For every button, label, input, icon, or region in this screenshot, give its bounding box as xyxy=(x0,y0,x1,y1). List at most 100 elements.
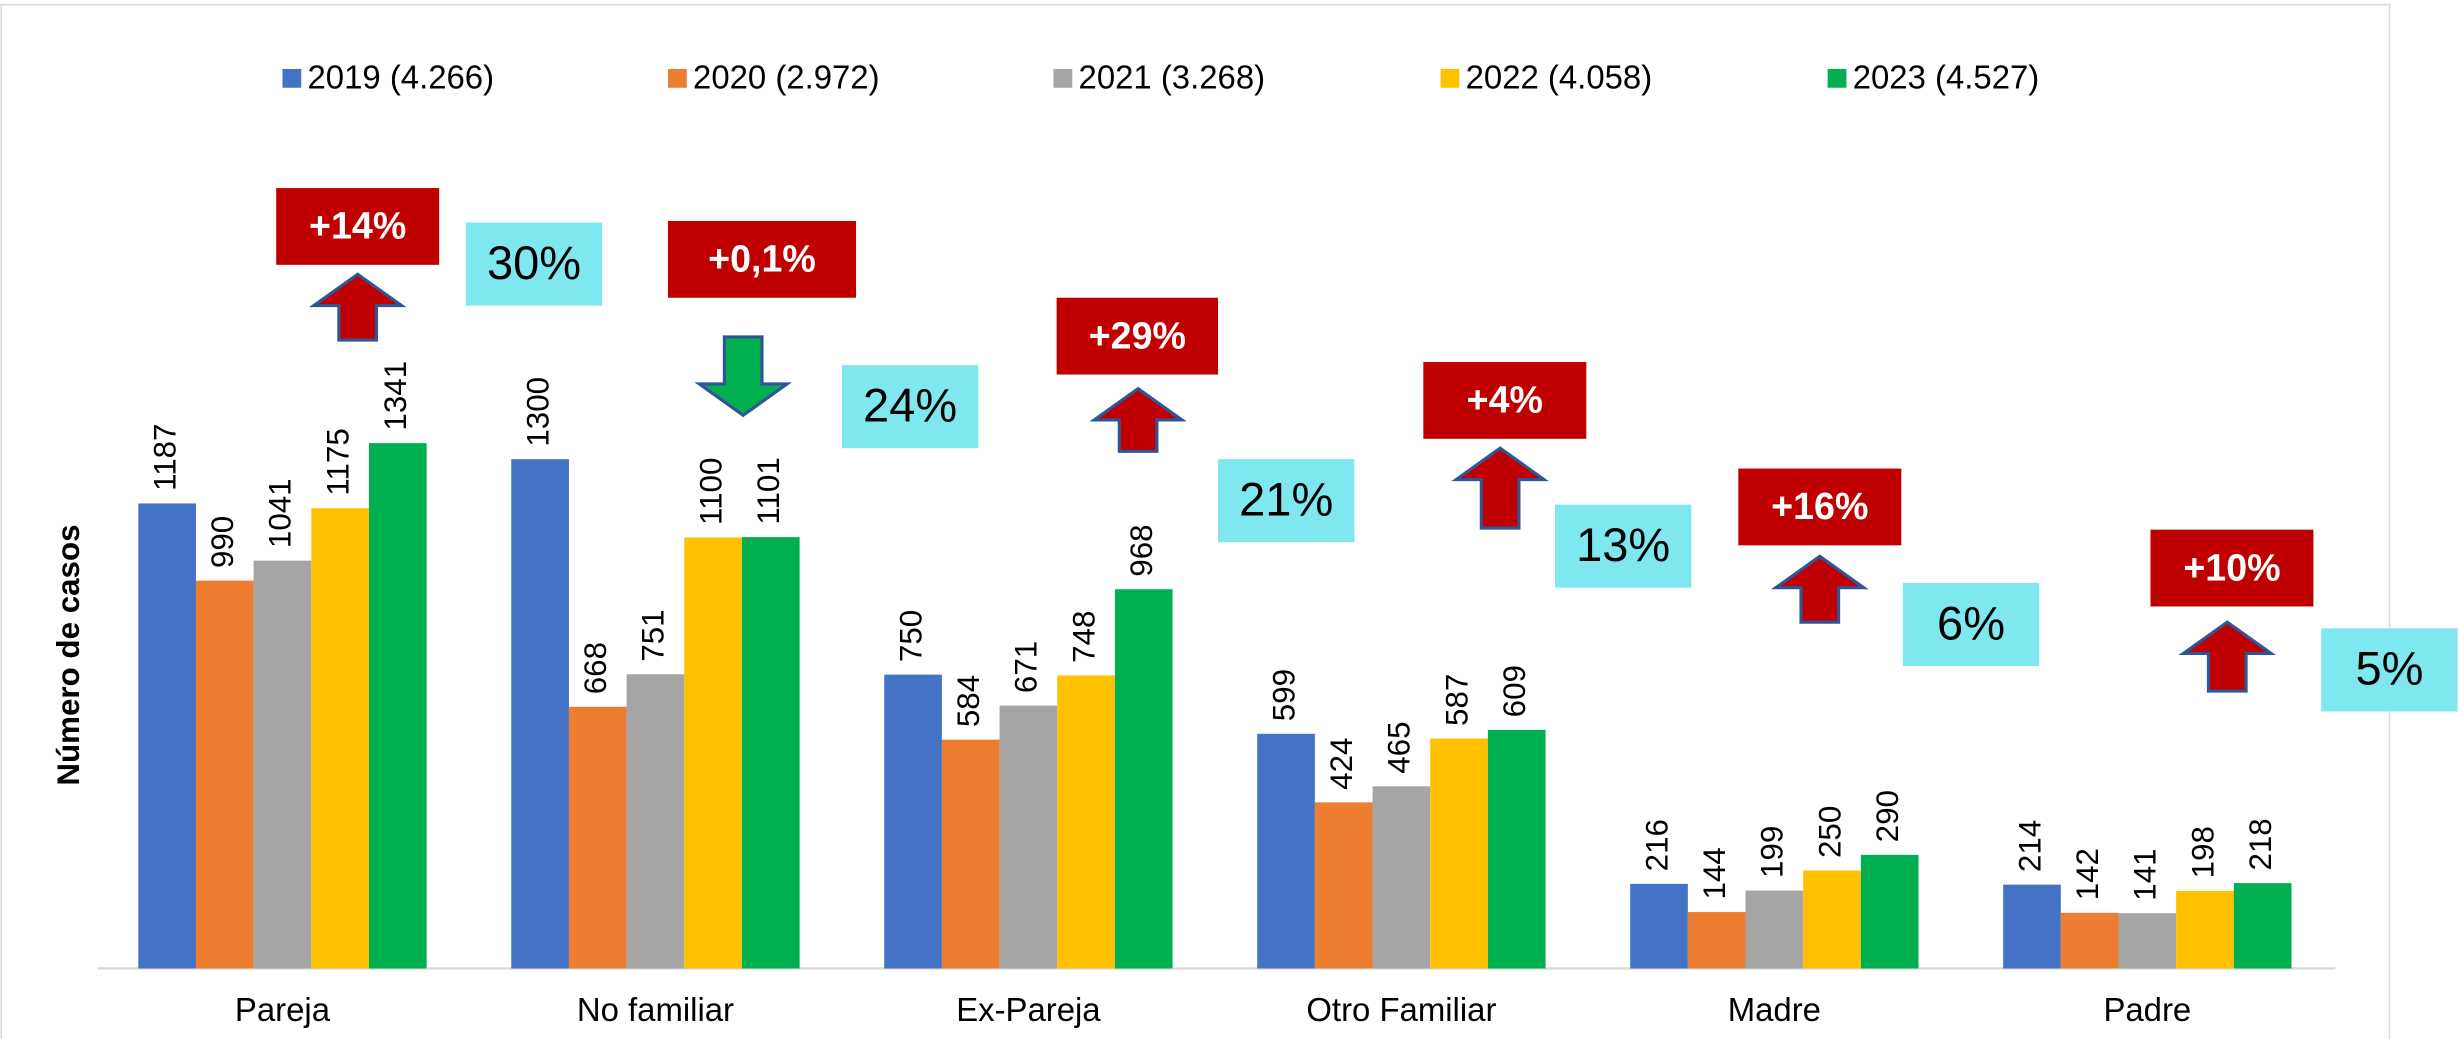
x-tick-label: No familiar xyxy=(577,991,734,1028)
bar xyxy=(195,580,254,969)
bar xyxy=(2118,913,2177,969)
bar xyxy=(1257,733,1315,969)
data-label: 599 xyxy=(1266,669,1301,721)
data-label: 751 xyxy=(636,609,671,661)
change-arrow xyxy=(1771,554,1869,624)
legend-label: 2021 (3.268) xyxy=(1079,59,1266,96)
data-label: 1300 xyxy=(520,377,555,447)
change-arrow xyxy=(1089,386,1187,453)
data-label: 216 xyxy=(1639,819,1674,871)
share-box xyxy=(465,222,603,306)
change-label: +0,1% xyxy=(708,238,816,280)
bar xyxy=(2233,883,2292,969)
change-box xyxy=(667,220,857,298)
bar xyxy=(684,537,742,969)
bar xyxy=(511,459,569,969)
bar xyxy=(1487,729,1546,969)
change-arrow xyxy=(694,335,792,418)
bar xyxy=(1430,738,1488,969)
x-tick-label: Otro Familiar xyxy=(1306,991,1496,1028)
bar xyxy=(311,508,369,969)
legend-label: 2023 (4.527) xyxy=(1853,59,2040,96)
share-label: 30% xyxy=(487,236,581,289)
change-box xyxy=(1738,468,1902,546)
change-box xyxy=(2150,529,2314,607)
change-box xyxy=(1056,297,1219,375)
bar xyxy=(1860,854,1919,969)
data-label: 748 xyxy=(1066,611,1101,663)
bar xyxy=(138,503,196,969)
data-label: 218 xyxy=(2243,818,2278,870)
data-label: 198 xyxy=(2185,826,2220,878)
data-label: 1341 xyxy=(378,361,413,431)
legend-swatch xyxy=(1440,68,1460,88)
legend-swatch xyxy=(667,68,687,88)
x-tick-label: Madre xyxy=(1728,991,1821,1028)
share-label: 6% xyxy=(1937,596,2005,649)
legend-swatch xyxy=(282,68,302,88)
data-label: 144 xyxy=(1697,847,1732,899)
bar xyxy=(2176,890,2234,969)
data-label: 671 xyxy=(1009,641,1044,693)
data-label: 250 xyxy=(1812,806,1847,858)
legend-swatch xyxy=(1827,68,1847,88)
bar xyxy=(741,537,800,969)
legend-label: 2022 (4.058) xyxy=(1466,59,1653,96)
data-label: 1187 xyxy=(147,424,182,491)
share-label: 5% xyxy=(2355,642,2423,695)
bar xyxy=(1057,675,1115,969)
bar xyxy=(1803,870,1861,969)
change-label: +4% xyxy=(1467,379,1543,421)
change-box xyxy=(276,188,440,265)
bar xyxy=(2003,884,2061,969)
bar xyxy=(999,705,1058,969)
share-box xyxy=(1218,459,1355,543)
change-arrow xyxy=(1451,446,1549,530)
bar xyxy=(1114,589,1173,969)
bar xyxy=(1630,883,1688,969)
data-label: 214 xyxy=(2012,820,2047,872)
bar xyxy=(253,560,312,969)
bar xyxy=(941,739,1000,969)
share-label: 13% xyxy=(1576,518,1670,571)
data-label: 1100 xyxy=(693,458,728,525)
data-label: 424 xyxy=(1324,738,1359,790)
change-arrow xyxy=(308,272,407,342)
share-box xyxy=(841,365,979,449)
change-arrow xyxy=(2178,620,2277,693)
data-label: 668 xyxy=(578,642,613,694)
data-label: 584 xyxy=(951,675,986,727)
change-label: +14% xyxy=(309,205,406,247)
bar xyxy=(2060,912,2119,969)
data-label: 141 xyxy=(2128,848,2163,900)
share-label: 24% xyxy=(863,378,957,431)
legend-swatch xyxy=(1053,68,1073,88)
data-label: 968 xyxy=(1124,524,1159,576)
legend-label: 2020 (2.972) xyxy=(693,59,880,96)
x-tick-label: Ex-Pareja xyxy=(956,991,1101,1028)
change-box xyxy=(1423,362,1587,439)
bar xyxy=(368,443,427,969)
data-label: 990 xyxy=(205,516,240,568)
data-label: 465 xyxy=(1382,721,1417,773)
share-label: 21% xyxy=(1239,472,1333,525)
x-tick-label: Pareja xyxy=(235,991,331,1028)
data-label: 290 xyxy=(1870,790,1905,842)
bar xyxy=(884,674,942,969)
data-label: 199 xyxy=(1755,826,1790,878)
data-label: 142 xyxy=(2070,848,2105,900)
change-label: +10% xyxy=(2183,546,2280,588)
change-label: +29% xyxy=(1089,314,1186,356)
data-label: 1175 xyxy=(320,428,355,495)
chart-border xyxy=(0,3,2391,1039)
bar xyxy=(1687,912,1746,969)
bar xyxy=(1745,890,1804,969)
data-label: 750 xyxy=(893,610,928,662)
share-box xyxy=(1902,582,2040,667)
data-label: 609 xyxy=(1497,665,1532,717)
data-label: 1101 xyxy=(751,457,786,524)
y-axis-label: Número de casos xyxy=(51,524,86,785)
bar xyxy=(1314,802,1373,969)
bar xyxy=(1372,786,1431,969)
